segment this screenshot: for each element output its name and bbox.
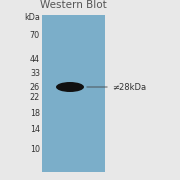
Text: 14: 14	[30, 125, 40, 134]
Text: 18: 18	[30, 109, 40, 118]
Text: 33: 33	[30, 69, 40, 78]
Text: Western Blot: Western Blot	[40, 0, 107, 10]
Text: 26: 26	[30, 82, 40, 91]
Text: ≠28kDa: ≠28kDa	[112, 82, 146, 91]
Text: 44: 44	[30, 55, 40, 64]
Text: 70: 70	[30, 30, 40, 39]
Ellipse shape	[56, 82, 84, 92]
Bar	[42, 15, 105, 172]
Text: kDa: kDa	[24, 14, 40, 22]
Text: 10: 10	[30, 145, 40, 154]
Text: 22: 22	[30, 93, 40, 102]
